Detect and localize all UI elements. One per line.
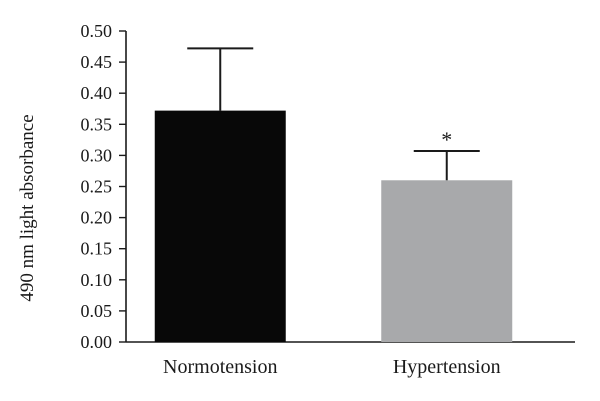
y-tick-label: 0.45 [81, 52, 113, 72]
y-tick-label: 0.40 [81, 83, 113, 103]
y-tick-label: 0.25 [81, 177, 113, 197]
y-tick-label: 0.15 [81, 239, 113, 259]
y-tick-label: 0.20 [81, 208, 113, 228]
bars-group: * [154, 47, 513, 342]
x-tick-label: Normotension [163, 356, 277, 378]
bar-hypertension [381, 180, 513, 342]
y-tick-label: 0.30 [81, 145, 113, 165]
bar-normotension [154, 110, 286, 342]
y-tick-label: 0.00 [81, 332, 113, 352]
x-tick-label: Hypertension [393, 356, 501, 378]
y-tick-label: 0.10 [81, 270, 113, 290]
y-tick-label: 0.35 [81, 114, 113, 134]
significance-marker: * [441, 127, 452, 152]
y-axis-label: 490 nm light absorbance [17, 114, 38, 301]
y-tick-label: 0.05 [81, 301, 113, 321]
y-axis: 0.00 0.05 0.10 0.15 0.20 0.25 0.30 0.35 0.40 0.45… [81, 21, 127, 352]
x-axis: Normotension Hypertension [126, 341, 575, 378]
y-tick-label: 0.50 [81, 21, 113, 41]
